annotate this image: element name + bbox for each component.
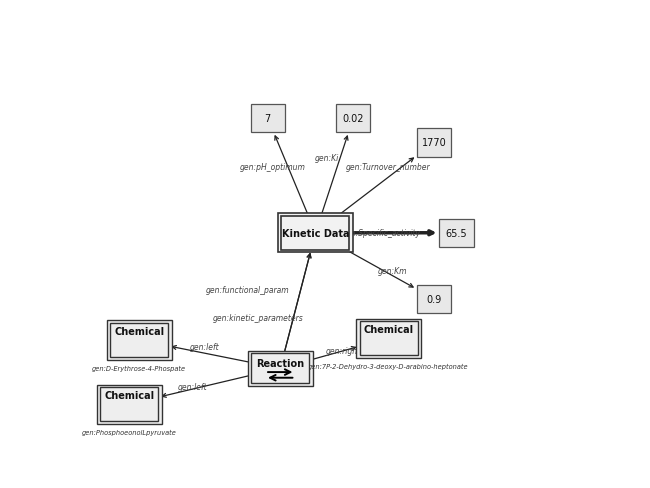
Bar [111,324,168,357]
Bar [250,104,285,133]
Text: 0.02: 0.02 [343,114,364,123]
Text: Chemical: Chemical [363,324,413,334]
Text: gen:Ki: gen:Ki [315,154,339,163]
Bar [356,319,421,358]
Text: gen:left: gen:left [177,382,207,391]
Text: gen:left: gen:left [190,343,220,352]
Text: gen:Turnover_number: gen:Turnover_number [346,163,431,172]
Text: gen:7P-2-Dehydro-3-deoxy-D-arabino-heptonate: gen:7P-2-Dehydro-3-deoxy-D-arabino-hepto… [308,363,469,369]
Text: Chemical: Chemical [114,326,164,336]
Bar [417,285,451,313]
Text: 65.5: 65.5 [446,228,467,238]
Text: gen:pH_optimum: gen:pH_optimum [240,163,306,172]
Text: 1770: 1770 [421,138,447,148]
Text: gen:functional_param: gen:functional_param [205,285,289,294]
Bar [107,321,172,360]
Text: 7: 7 [265,114,271,123]
Text: gen:Specific_activity: gen:Specific_activity [341,229,421,238]
Bar [359,322,417,355]
Text: 0.9: 0.9 [426,294,441,304]
Text: gen:Km: gen:Km [377,266,407,275]
Text: gen:PhosphoeonolLpyruvate: gen:PhosphoeonolLpyruvate [82,428,177,435]
Bar [278,214,353,253]
Text: Chemical: Chemical [104,390,154,400]
Bar [439,219,474,247]
Text: gen:D-Erythrose-4-Phospate: gen:D-Erythrose-4-Phospate [92,365,187,371]
Bar [97,385,162,424]
Text: gen:kinetic_parameters: gen:kinetic_parameters [213,313,304,323]
Bar [248,351,313,386]
Bar [252,353,309,384]
Bar [417,129,451,157]
Text: Kinetic Data: Kinetic Data [281,228,349,238]
Bar [100,387,158,421]
Bar [336,104,370,133]
Bar [281,216,350,250]
Text: Reaction: Reaction [256,358,304,368]
Text: gen:right: gen:right [326,346,361,355]
